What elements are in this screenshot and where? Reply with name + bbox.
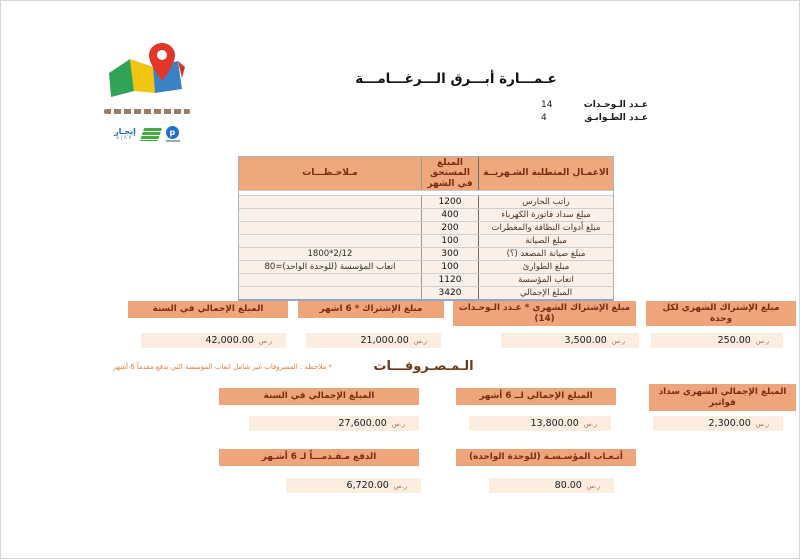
amount-cell: 1200 <box>421 196 478 209</box>
expenses-note: * ملاحظة : المصروفات غير شامل اتعاب المؤ… <box>113 363 333 371</box>
col-header-notes: مـلاحـظـــات <box>302 168 358 179</box>
floors-label: عـدد الطـوابـق <box>584 112 648 123</box>
logo-tagline <box>104 109 190 114</box>
amount-cell: 1120 <box>421 274 478 287</box>
currency-label: ر.س <box>413 336 427 345</box>
amount-cell: 100 <box>421 261 478 274</box>
value-number: 27,600.00 <box>338 418 387 429</box>
table-spacer-row <box>239 190 613 196</box>
note-cell: 1800*2/12 <box>307 249 353 260</box>
expenses-yearly-total-value: ر.س 27,600.00 <box>249 416 419 431</box>
expenses-yearly-total-header: المبلغ الإجمالي في السنة <box>219 388 419 405</box>
advance-payment-value: ر.س 6,720.00 <box>286 478 421 493</box>
currency-label: ر.س <box>393 481 407 490</box>
expenses-six-months-value: ر.س 13,800.00 <box>469 416 611 431</box>
page-title: عـمـــارة أبـــرق الـــرغـــامـــة <box>355 71 557 87</box>
wallet-logo: p <box>165 126 180 142</box>
units-label: عـدد الـوحـدات <box>583 99 648 110</box>
advance-payment-header: الدفع مـقـدمـــاً لـ 6 أشـهر <box>219 449 419 466</box>
company-logo-block: إيجـار EJAR p <box>99 41 195 142</box>
table-row: راتب الحارس 1200 <box>239 195 613 209</box>
table-row: اتعاب المؤسسة 1120 <box>239 273 613 287</box>
wallet-circle-icon: p <box>165 126 179 139</box>
currency-label: ر.س <box>583 419 597 428</box>
amount-cell: 100 <box>421 235 478 248</box>
stack-logo-icon <box>139 127 163 141</box>
work-cell: المبلغ الإجمالي <box>478 287 613 300</box>
building-counts: عـدد الـوحـدات 14 عـدد الطـوابـق 4 <box>456 98 648 124</box>
note-cell: اتعاب المؤسسة (للوحدة الواحد)=80 <box>264 262 396 273</box>
floors-count-row: عـدد الطـوابـق 4 <box>456 111 648 124</box>
col-header-works: الاعمـال المتطلبة الشـهريــة <box>478 157 613 191</box>
currency-label: ر.س <box>755 336 769 345</box>
value-number: 6,720.00 <box>346 480 389 491</box>
currency-label: ر.س <box>755 419 769 428</box>
currency-label: ر.س <box>258 336 272 345</box>
currency-label: ر.س <box>586 481 600 490</box>
col-header-amount-line2: في الشهر <box>427 178 473 189</box>
amount-cell: 400 <box>421 209 478 222</box>
subscription-times-units-header: مبلغ الإشتراك الشهري * عـدد الـوحـدات (1… <box>453 301 636 327</box>
expenses-six-months-header: المبلغ الإجمالي لــ 6 أشهر <box>456 388 616 405</box>
amount-cell: 200 <box>421 222 478 235</box>
subscription-six-months-header: مبلغ الإشتراك * 6 اشهر <box>298 301 444 318</box>
work-cell: مبلغ سداد فاتورة الكهرباء <box>478 209 613 222</box>
partner-logos-row: إيجـار EJAR p <box>99 126 195 142</box>
note-cell <box>239 214 421 216</box>
units-count-row: عـدد الـوحـدات 14 <box>456 98 648 111</box>
wallet-caption <box>165 140 180 142</box>
monthly-works-table: الاعمـال المتطلبة الشـهريــة المبلغ المس… <box>238 156 614 302</box>
institution-fee-per-unit-value: ر.س 80.00 <box>489 478 614 493</box>
subscription-per-unit-header: مبلغ الإشتراك الشهري لكل وحدة <box>646 301 796 327</box>
note-cell <box>239 279 421 281</box>
note-cell <box>239 201 421 203</box>
table-header-row: الاعمـال المتطلبة الشـهريــة المبلغ المس… <box>239 157 613 191</box>
value-number: 21,000.00 <box>360 335 409 346</box>
note-cell <box>239 227 421 229</box>
ejar-latin-label: EJAR <box>116 135 134 140</box>
expenses-monthly-bills-header: المبلغ الإجمالي الشهري سداد فواتير <box>649 384 796 411</box>
table-row: مبلغ سداد فاتورة الكهرباء 400 <box>239 208 613 222</box>
value-number: 80.00 <box>554 480 582 491</box>
amount-cell: 300 <box>421 248 478 261</box>
work-cell: مبلغ أدوات النظافة والمعطرات <box>478 222 613 235</box>
expenses-monthly-bills-value: ر.س 2,300.00 <box>653 416 783 431</box>
work-cell: راتب الحارس <box>478 196 613 209</box>
col-header-amount-line1: المبلغ المستحق <box>430 158 470 179</box>
subscription-six-months-value: ر.س 21,000.00 <box>306 333 441 348</box>
subscription-per-unit-value: ر.س 250.00 <box>651 333 783 348</box>
table-row: مبلغ الطوارئ 100 اتعاب المؤسسة (للوحدة ا… <box>239 260 613 274</box>
currency-label: ر.س <box>391 419 405 428</box>
value-number: 13,800.00 <box>530 418 579 429</box>
institution-fee-per-unit-header: أتـعـاب المؤسـسـة (للوحدة الواحدة) <box>456 449 636 466</box>
amount-cell: 3420 <box>421 287 478 300</box>
value-number: 3,500.00 <box>564 335 607 346</box>
value-number: 2,300.00 <box>708 418 751 429</box>
work-cell: مبلغ الصيانة <box>478 235 613 248</box>
expenses-section-title: الـمـصـروفـــات <box>373 359 474 374</box>
table-row-total: المبلغ الإجمالي 3420 <box>239 286 613 300</box>
note-cell <box>239 292 421 294</box>
ejar-arabic-label: إيجـار <box>114 127 136 136</box>
ejar-logo: إيجـار EJAR <box>114 128 136 140</box>
note-cell <box>239 240 421 242</box>
col-header-amount: المبلغ المستحق في الشهر <box>421 157 478 191</box>
table-row: مبلغ الصيانة 100 <box>239 234 613 248</box>
map-pin-logo-icon <box>109 43 185 97</box>
work-cell: مبلغ الطوارئ <box>478 261 613 274</box>
value-number: 42,000.00 <box>205 335 254 346</box>
table-row: مبلغ صيانة المصعد (؟) 300 1800*2/12 <box>239 247 613 261</box>
currency-label: ر.س <box>611 336 625 345</box>
subscription-times-units-value: ر.س 3,500.00 <box>501 333 639 348</box>
units-value: 14 <box>541 99 553 110</box>
work-cell: اتعاب المؤسسة <box>478 274 613 287</box>
value-number: 250.00 <box>717 335 751 346</box>
floors-value: 4 <box>541 112 547 123</box>
subscription-yearly-total-header: المبلغ الإجمالي في السنة <box>128 301 288 318</box>
work-cell: مبلغ صيانة المصعد (؟) <box>478 248 613 261</box>
subscription-yearly-total-value: ر.س 42,000.00 <box>141 333 286 348</box>
table-row: مبلغ أدوات النظافة والمعطرات 200 <box>239 221 613 235</box>
